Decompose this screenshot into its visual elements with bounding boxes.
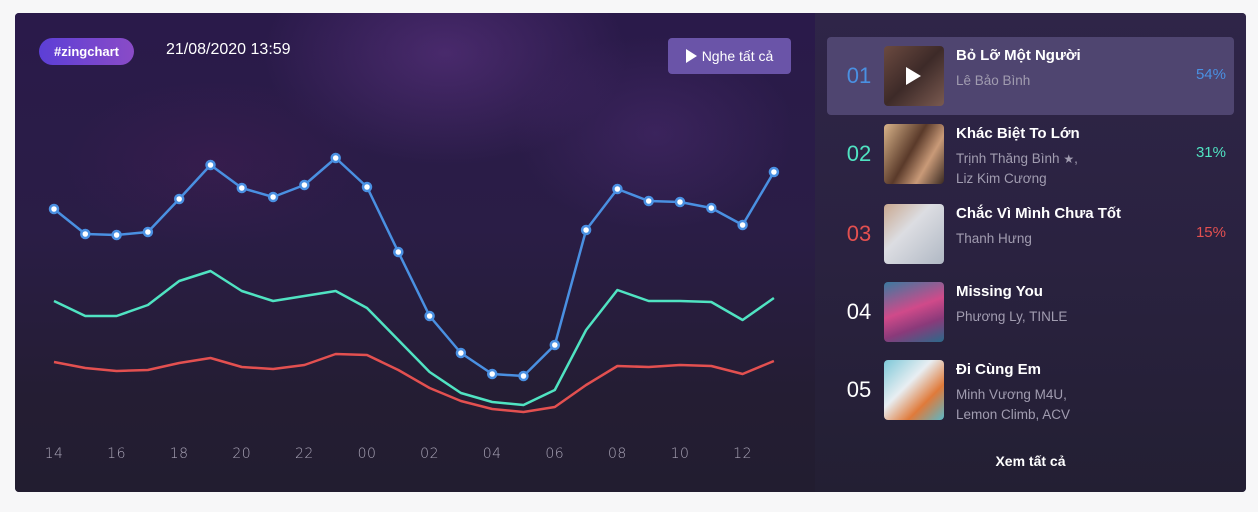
song-row-5[interactable]: 05 Đi Cùng Em Minh Vương M4U, Lemon Clim… (827, 351, 1234, 429)
song-artist[interactable]: Lê Bảo Bình (956, 73, 1031, 88)
data-point-marker[interactable] (612, 183, 623, 195)
data-point-marker[interactable] (267, 191, 279, 203)
top-songs-list: 01 Bỏ Lỡ Một Người Lê Bảo Bình 54% 02 Kh… (815, 13, 1246, 492)
series-line-1[interactable] (53, 156, 775, 378)
play-icon (685, 49, 697, 63)
song-rank: 02 (846, 141, 872, 166)
song-artist[interactable]: Thanh Hưng (956, 231, 1032, 246)
data-point-marker[interactable] (643, 195, 654, 207)
zingchart-card: #zingchart 21/08/2020 13:59 Nghe tất cả … (15, 13, 1246, 492)
line-chart[interactable] (15, 13, 815, 492)
song-row-4[interactable]: 04 Missing You Phương Ly, TINLE (827, 273, 1234, 351)
data-point-marker[interactable] (674, 196, 686, 208)
song-artist[interactable]: Phương Ly, TINLE (956, 309, 1068, 324)
data-point-marker[interactable] (111, 229, 122, 241)
data-point-marker[interactable] (80, 228, 91, 240)
x-tick-label: 22 (294, 446, 314, 462)
data-point-marker[interactable] (142, 226, 154, 238)
data-point-marker[interactable] (768, 166, 780, 178)
song-artist: Trịnh Thăng Bình ★, Liz Kim Cương (956, 151, 1078, 186)
data-point-marker[interactable] (205, 159, 216, 171)
data-point-marker[interactable] (455, 347, 467, 359)
x-tick-label: 16 (107, 446, 126, 462)
x-tick-label: 02 (420, 446, 439, 462)
song-thumbnail[interactable] (884, 204, 944, 264)
data-point-marker[interactable] (330, 152, 341, 164)
song-row-1[interactable]: 01 Bỏ Lỡ Một Người Lê Bảo Bình 54% (827, 37, 1234, 115)
x-tick-label: 12 (733, 446, 752, 462)
song-rank: 04 (846, 299, 872, 324)
data-point-marker[interactable] (299, 179, 310, 191)
chart-datetime: 21/08/2020 13:59 (166, 41, 291, 58)
x-tick-label: 20 (232, 446, 252, 462)
song-row-2[interactable]: 02 Khác Biệt To Lớn Trịnh Thăng Bình ★, … (827, 115, 1234, 193)
song-title[interactable]: Chắc Vì Mình Chưa Tốt (956, 205, 1122, 222)
chart-pane: #zingchart 21/08/2020 13:59 Nghe tất cả … (15, 13, 815, 492)
song-artist: Minh Vương M4U, Lemon Climb, ACV (956, 385, 1106, 425)
song-percent: 54% (1195, 66, 1226, 83)
data-point-marker[interactable] (236, 182, 248, 194)
x-tick-label: 00 (357, 446, 377, 462)
artist-link[interactable]: Trịnh Thăng Bình (956, 151, 1060, 166)
song-rank: 05 (846, 377, 872, 402)
data-point-marker[interactable] (173, 193, 185, 205)
play-all-label: Nghe tất cả (701, 48, 774, 64)
song-rank: 03 (846, 221, 872, 246)
data-point-marker[interactable] (706, 202, 717, 214)
star-icon: ★ (1063, 152, 1075, 166)
data-point-marker[interactable] (580, 224, 592, 236)
song-title[interactable]: Missing You (956, 283, 1043, 300)
x-tick-label: 14 (44, 446, 64, 462)
x-tick-label: 08 (607, 446, 627, 462)
artist-link[interactable]: Lemon Climb, ACV (956, 407, 1071, 422)
song-title[interactable]: Bỏ Lỡ Một Người (956, 47, 1081, 64)
song-rank: 01 (846, 63, 872, 88)
x-tick-label: 04 (482, 446, 502, 462)
artist-link[interactable]: Minh Vương M4U, (956, 387, 1067, 402)
song-thumbnail[interactable] (884, 282, 944, 342)
x-tick-label: 18 (169, 446, 189, 462)
zingchart-tag[interactable]: #zingchart (39, 38, 135, 65)
song-thumbnail[interactable] (884, 46, 944, 106)
song-row-3[interactable]: 03 Chắc Vì Mình Chưa Tốt Thanh Hưng 15% (827, 195, 1234, 273)
play-all-button[interactable]: Nghe tất cả (668, 38, 791, 74)
x-tick-label: 10 (670, 446, 690, 462)
song-percent: 15% (1195, 224, 1226, 241)
data-point-marker[interactable] (549, 339, 561, 351)
play-icon[interactable] (906, 67, 921, 85)
see-all-button[interactable]: Xem tất cả (995, 453, 1066, 469)
data-point-marker[interactable] (424, 310, 435, 322)
x-tick-label: 06 (545, 446, 565, 462)
data-point-marker[interactable] (486, 368, 498, 380)
song-thumbnail[interactable] (884, 360, 944, 420)
song-title[interactable]: Khác Biệt To Lớn (956, 125, 1080, 142)
artist-link[interactable]: Liz Kim Cương (956, 171, 1047, 186)
data-point-marker[interactable] (361, 181, 373, 193)
data-point-marker[interactable] (518, 370, 529, 382)
song-title[interactable]: Đi Cùng Em (956, 361, 1041, 378)
data-point-marker[interactable] (737, 219, 748, 231)
data-point-marker[interactable] (393, 246, 404, 258)
song-percent: 31% (1195, 144, 1226, 161)
song-thumbnail[interactable] (884, 124, 944, 184)
series-line-3[interactable] (53, 352, 775, 414)
series-line-2[interactable] (53, 269, 775, 407)
data-point-marker[interactable] (48, 203, 60, 215)
